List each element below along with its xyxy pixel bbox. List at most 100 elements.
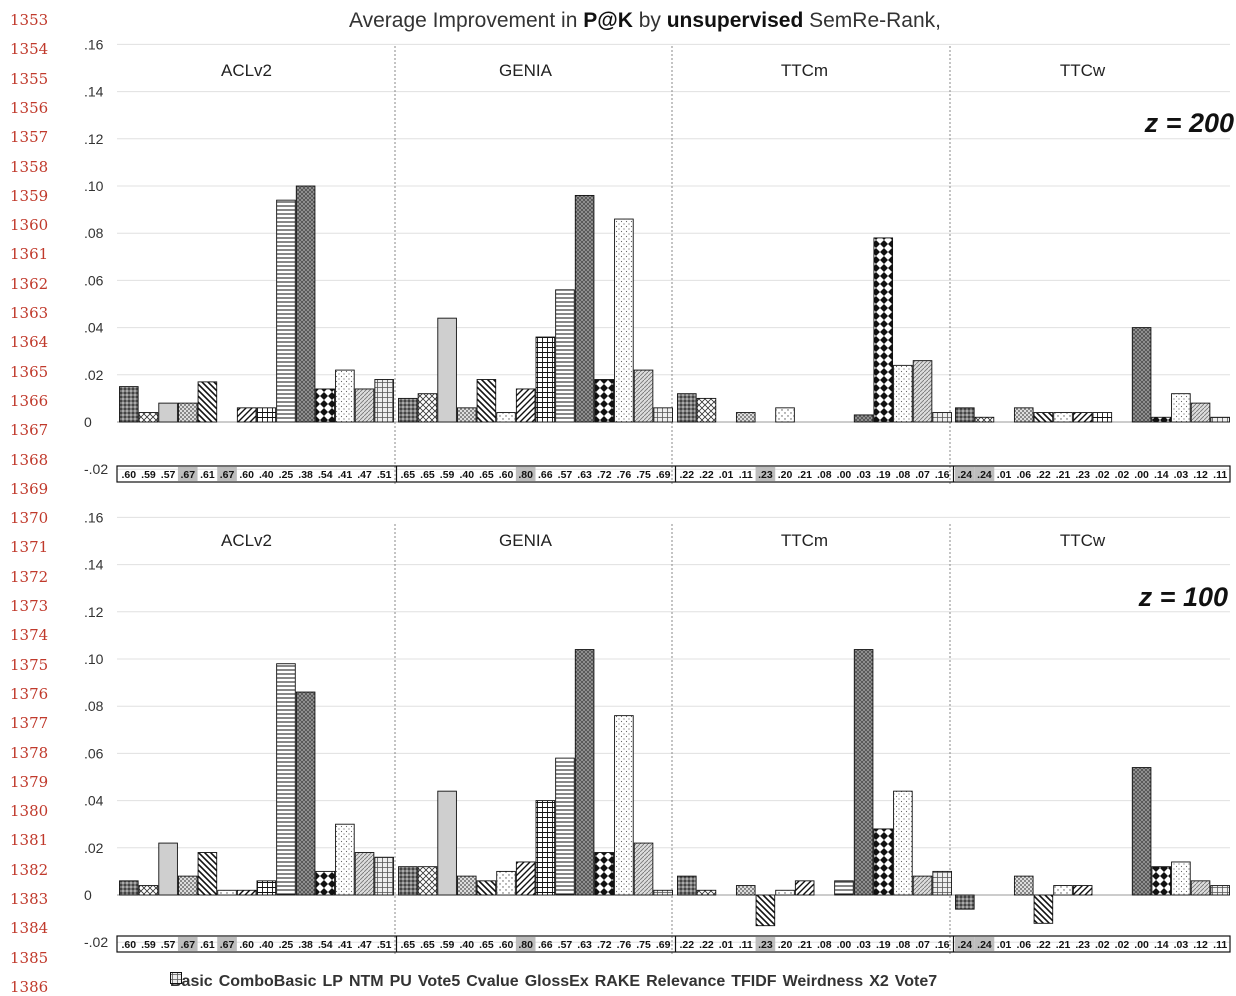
legend-item: PU [170, 972, 412, 991]
bar-weirdness [335, 823, 355, 896]
bar-ntm [456, 407, 477, 423]
bar-pu [197, 381, 218, 423]
legend-item: Relevance [170, 972, 726, 991]
baseline-score: .23 [1075, 939, 1090, 951]
line-numbers: 1353 1354 1355 1356 1357 1358 1359 1360 1361 1362… [0, 0, 58, 996]
bar-x2 [633, 842, 654, 896]
baseline-score: .22 [680, 469, 695, 481]
bar-x2 [912, 360, 933, 423]
baseline-score: .65 [420, 469, 435, 481]
bar-tfidf [594, 852, 615, 896]
baseline-score: .59 [440, 939, 455, 951]
bar-vote5 [217, 889, 237, 896]
bar-basic [677, 393, 697, 423]
bar-ntm [1013, 407, 1034, 423]
legend-label: Weirdness [782, 973, 864, 990]
legend-item: NTM [170, 972, 384, 991]
baseline-score: .60 [122, 939, 137, 951]
bar-relevance [295, 691, 316, 896]
line-number: 1357 [10, 128, 49, 147]
bar-rake [276, 663, 296, 896]
baseline-score: .65 [401, 939, 416, 951]
y-tick-label: .06 [84, 745, 104, 761]
baseline-score: .57 [558, 939, 573, 951]
baseline-score: .63 [577, 469, 592, 481]
bar-x2 [354, 852, 375, 896]
legend-item: Weirdness [170, 972, 864, 991]
bar-lp [158, 842, 178, 896]
line-number: 1376 [10, 684, 49, 703]
line-number: 1384 [10, 919, 49, 938]
legend-label: Vote7 [894, 973, 938, 990]
bar-basic [119, 880, 139, 896]
bar-glossex [256, 880, 277, 896]
line-number: 1386 [10, 977, 49, 996]
baseline-score: .65 [479, 939, 494, 951]
bar-vote7 [374, 379, 394, 423]
bar-combobasic [138, 885, 159, 896]
baseline-score: .00 [837, 939, 852, 951]
title-mode: unsupervised [666, 9, 804, 32]
baseline-score: .14 [1154, 469, 1169, 481]
legend-label: Relevance [646, 973, 726, 990]
bar-rake [555, 757, 575, 896]
baseline-score: .11 [739, 469, 753, 481]
bar-weirdness [1171, 393, 1191, 423]
bar-vote7 [1210, 416, 1230, 423]
bar-lp [437, 317, 457, 423]
bar-basic [119, 386, 139, 423]
title-metric: P@K [583, 9, 633, 32]
legend-label: PU [389, 973, 412, 990]
line-number: 1379 [10, 772, 49, 791]
legend-item: Vote7 [170, 972, 938, 991]
title-prefix: Average Improvement in [348, 9, 584, 32]
bar-rake [555, 289, 575, 423]
bar-vote5 [1053, 412, 1073, 423]
bar-combobasic [696, 397, 717, 423]
baseline-score: .60 [499, 939, 514, 951]
line-number: 1364 [10, 333, 49, 352]
bar-basic [398, 866, 418, 896]
legend-label: NTM [348, 973, 384, 990]
y-tick-label: .16 [84, 509, 104, 525]
baseline-score: .59 [141, 469, 156, 481]
legend-item: Vote5 [170, 972, 460, 991]
bar-basic [398, 397, 418, 423]
baseline-score: .67 [180, 469, 195, 481]
bar-tfidf [1151, 416, 1172, 423]
bar-cvalue [515, 861, 536, 896]
baseline-score: .01 [719, 939, 734, 951]
line-number: 1360 [10, 216, 49, 235]
baseline-score: .21 [1056, 469, 1071, 481]
bar-weirdness [335, 369, 355, 423]
baseline-score: .60 [239, 939, 254, 951]
line-number: 1368 [10, 450, 49, 469]
bar-ntm [1013, 875, 1034, 896]
baseline-score: .24 [958, 939, 973, 951]
line-number: 1354 [10, 40, 49, 59]
baseline-score: .67 [220, 469, 235, 481]
legend-swatch [170, 972, 182, 984]
baseline-score: .41 [338, 939, 353, 951]
baseline-highlight [177, 937, 198, 951]
baseline-score: .59 [141, 939, 156, 951]
baseline-score: .20 [778, 469, 793, 481]
line-number: 1353 [10, 11, 49, 29]
baseline-score: .19 [876, 469, 891, 481]
baseline-score: .25 [279, 939, 294, 951]
dataset-label: TTCm [781, 531, 828, 550]
baseline-score: .22 [680, 939, 695, 951]
dataset-label: TTCm [781, 61, 828, 80]
baseline-score: .40 [259, 939, 274, 951]
bar-pu [1033, 894, 1054, 924]
bar-cvalue [1072, 412, 1093, 423]
baseline-score: .21 [1056, 939, 1071, 951]
baseline-score: .40 [459, 939, 474, 951]
baseline-score: .47 [357, 469, 372, 481]
baseline-score: .59 [440, 469, 455, 481]
line-number: 1366 [10, 391, 49, 410]
bar-tfidf [315, 870, 336, 896]
baseline-score: .20 [778, 939, 793, 951]
bar-combobasic [417, 866, 438, 896]
baseline-score: .03 [1174, 469, 1189, 481]
